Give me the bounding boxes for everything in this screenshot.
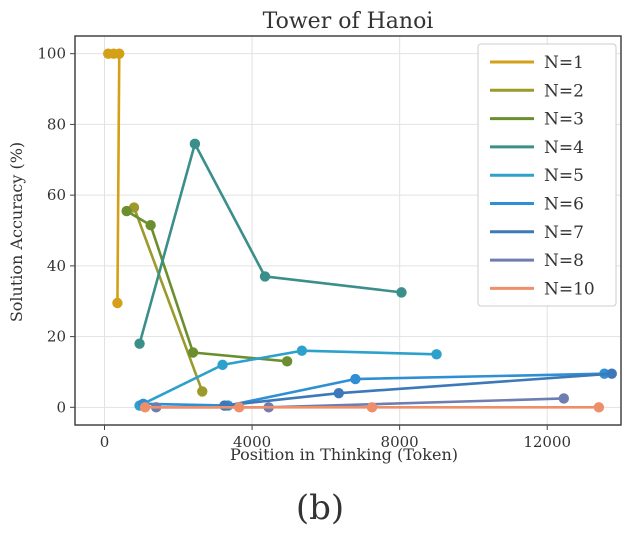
legend-label-n-2: N=2 <box>544 81 584 101</box>
data-point-n-5 <box>431 349 442 360</box>
y-tick-label: 40 <box>47 257 66 275</box>
legend-label-n-10: N=10 <box>544 279 595 299</box>
data-point-n-3 <box>145 219 156 231</box>
chart-title: Tower of Hanoi <box>263 9 434 34</box>
data-point-n-7 <box>219 400 230 411</box>
legend-label-n-4: N=4 <box>544 138 584 158</box>
series-line-n-6 <box>141 372 606 407</box>
data-point-n-8 <box>558 393 570 404</box>
legend-box <box>477 43 617 307</box>
series-line-n-5 <box>138 349 438 407</box>
data-point-n-3 <box>187 347 199 358</box>
legend-label-n-6: N=6 <box>544 195 584 215</box>
y-tick-label: 100 <box>37 45 66 63</box>
data-point-n-4 <box>396 287 407 298</box>
data-point-n-1 <box>114 48 125 59</box>
data-point-n-5 <box>217 359 228 371</box>
data-point-n-1 <box>112 297 123 309</box>
series-line-n-2 <box>132 206 204 393</box>
y-axis-label: Solution Accuracy (%) <box>7 142 26 322</box>
data-point-n-3 <box>121 205 132 217</box>
x-tick-label: 8000 <box>381 433 419 451</box>
data-point-n-10 <box>139 402 151 413</box>
series-layer <box>103 48 617 413</box>
data-point-n-4 <box>259 271 271 282</box>
legend-label-n-3: N=3 <box>544 110 584 130</box>
data-point-n-4 <box>189 138 201 150</box>
data-point-n-2 <box>197 386 208 397</box>
y-tick-label: 60 <box>47 186 66 204</box>
x-axis-label: Position in Thinking (Token) <box>230 445 458 464</box>
legend-label-n-1: N=1 <box>544 53 584 73</box>
x-tick-label: 0 <box>100 433 110 451</box>
tick-layer: 0 4000 8000 12000 0 20 40 60 80 100 <box>37 45 571 451</box>
y-tick-label: 80 <box>47 115 66 133</box>
data-point-n-10 <box>233 402 245 413</box>
data-point-n-7 <box>606 368 617 379</box>
data-point-n-3 <box>281 356 293 367</box>
data-point-n-6 <box>350 373 361 385</box>
figure-caption: (b) <box>295 488 345 528</box>
plot-frame <box>74 35 622 426</box>
chart: 0 4000 8000 12000 0 20 40 60 80 100 Tower of Hano… <box>7 9 622 464</box>
data-point-n-10 <box>366 402 378 413</box>
data-point-n-7 <box>333 387 344 399</box>
legend-label-n-8: N=8 <box>544 251 584 271</box>
x-tick-label: 12000 <box>523 433 571 451</box>
data-point-n-5 <box>296 345 308 356</box>
data-point-n-4 <box>134 338 145 349</box>
y-tick-label: 0 <box>56 398 66 416</box>
series-line-n-3 <box>125 209 289 363</box>
y-tick-label: 20 <box>47 328 66 346</box>
legend: N=1 N=2 N=3 N=4 N=5 N=6 N=7 N=8 N=10 <box>490 53 595 299</box>
legend-label-n-5: N=5 <box>544 166 584 186</box>
series-line-n-4 <box>138 142 403 345</box>
legend-label-n-7: N=7 <box>544 223 584 243</box>
data-point-n-10 <box>593 402 605 413</box>
x-tick-label: 4000 <box>233 433 271 451</box>
